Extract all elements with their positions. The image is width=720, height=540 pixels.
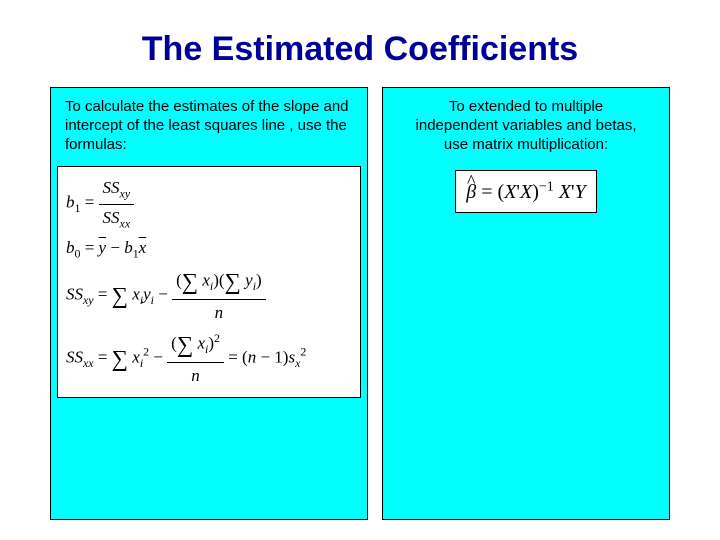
left-panel-body: b1 = SSxy SSxx b0 = y − b1x SSxy = ∑ xiy… <box>51 164 367 519</box>
formula-b0: b0 = y − b1x <box>66 235 352 263</box>
formula-ssxx: SSxx = ∑ xi2 − (∑ xi)2 n = (n − 1)sx2 <box>66 328 352 389</box>
left-panel: To calculate the estimates of the slope … <box>50 87 368 520</box>
right-panel-text: To extended to multiple independent vari… <box>383 88 669 164</box>
right-panel: To extended to multiple independent vari… <box>382 87 670 520</box>
formula-b1: b1 = SSxy SSxx <box>66 175 352 233</box>
left-formula-box: b1 = SSxy SSxx b0 = y − b1x SSxy = ∑ xiy… <box>57 166 361 398</box>
right-panel-body: β = (X'X)−1 X'Y <box>383 164 669 519</box>
formula-beta-hat: β = (X'X)−1 X'Y <box>466 181 586 203</box>
slide: The Estimated Coefficients To calculate … <box>0 0 720 540</box>
page-title: The Estimated Coefficients <box>50 30 670 69</box>
columns-container: To calculate the estimates of the slope … <box>50 87 670 520</box>
right-formula-box: β = (X'X)−1 X'Y <box>455 170 597 213</box>
formula-ssxy: SSxy = ∑ xiyi − (∑ xi)(∑ yi) n <box>66 265 352 326</box>
left-panel-text: To calculate the estimates of the slope … <box>51 88 367 164</box>
